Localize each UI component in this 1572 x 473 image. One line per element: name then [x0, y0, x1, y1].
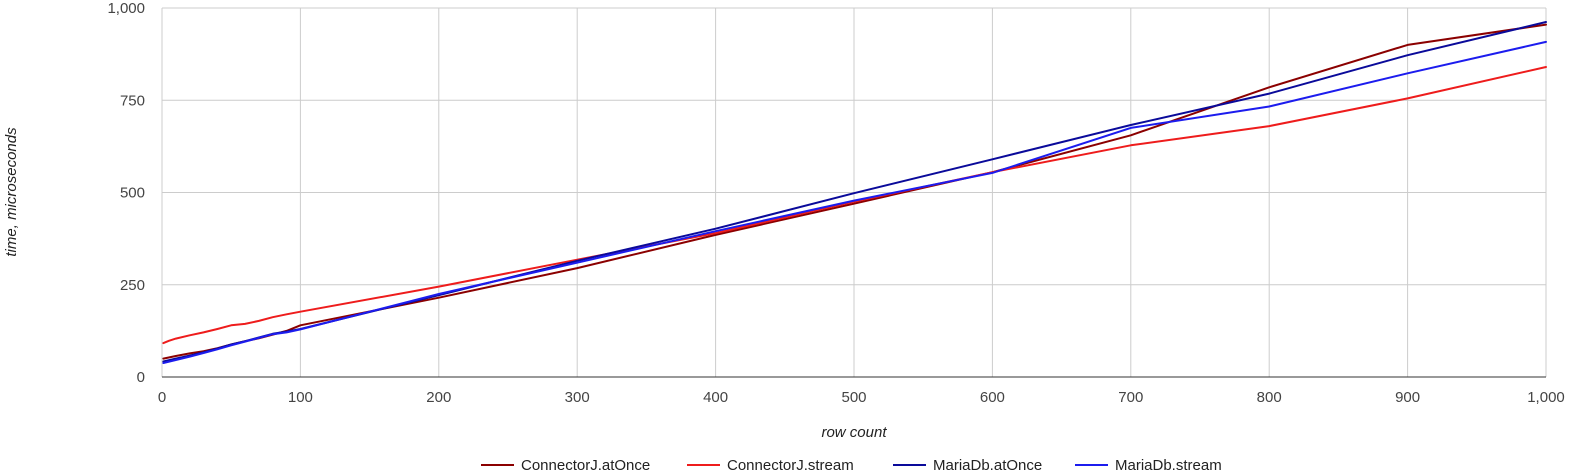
x-tick-label: 300 [565, 389, 590, 406]
x-tick-label: 100 [288, 389, 313, 406]
y-tick-label: 0 [137, 369, 145, 386]
legend-label: ConnectorJ.stream [727, 457, 854, 473]
x-tick-label: 200 [426, 389, 451, 406]
tick-labels: 0 100 200 300 400 500 600 700 800 900 1,000 0 250 500… [107, 0, 1564, 406]
y-tick-label: 1,000 [107, 0, 145, 17]
legend: ConnectorJ.atOnce ConnectorJ.stream MariaD… [481, 457, 1222, 473]
legend-label: MariaDb.atOnce [933, 457, 1042, 473]
x-tick-label: 500 [841, 389, 866, 406]
x-tick-label: 700 [1118, 389, 1143, 406]
legend-label: ConnectorJ.atOnce [521, 457, 650, 473]
y-axis-title: time, microseconds [3, 127, 20, 257]
y-tick-label: 500 [120, 185, 145, 202]
series-line-mariadb-stream [162, 40, 1547, 364]
x-tick-label: 0 [158, 389, 166, 406]
x-tick-label: 600 [980, 389, 1005, 406]
x-tick-label: 800 [1257, 389, 1282, 406]
legend-label: MariaDb.stream [1115, 457, 1222, 473]
x-tick-label: 900 [1395, 389, 1420, 406]
series-lines [162, 21, 1547, 364]
series-line-connectorj-stream [162, 66, 1547, 345]
x-tick-label: 400 [703, 389, 728, 406]
x-axis-title: row count [821, 424, 887, 441]
y-tick-label: 750 [120, 92, 145, 109]
x-tick-label: 1,000 [1527, 389, 1565, 406]
y-tick-label: 250 [120, 277, 145, 294]
